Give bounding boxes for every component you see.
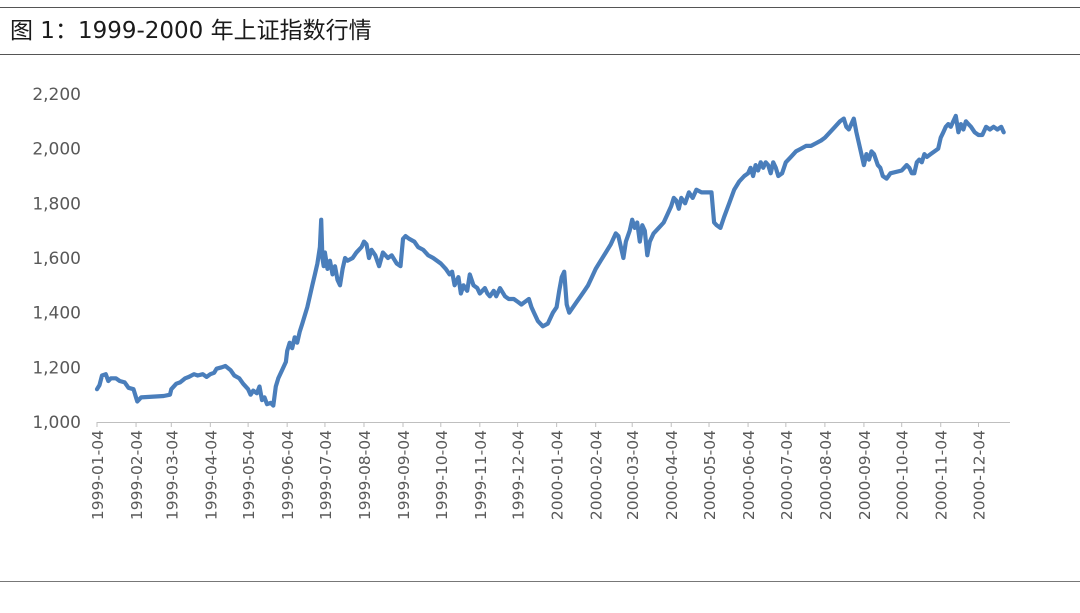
x-tick-label: 2000-03-04 (624, 430, 642, 520)
x-tick-label: 2000-07-04 (778, 430, 796, 520)
x-tick-label: 2000-12-04 (971, 430, 989, 520)
x-axis-ticks: 1999-01-04 1999-02-04 1999-03-04 1999-04-04… (89, 422, 989, 520)
x-tick-label: 2000-08-04 (817, 430, 835, 520)
x-tick-label: 2000-02-04 (588, 430, 606, 520)
x-tick-label: 2000-06-04 (740, 430, 758, 520)
x-tick-label: 1999-09-04 (395, 430, 413, 520)
series-layer (94, 113, 1006, 408)
top-rule (0, 7, 1080, 8)
y-tick-label: 2,000 (32, 140, 81, 160)
series-line (94, 113, 1006, 408)
y-axis-labels: 1,000 1,200 1,400 1,600 1,800 2,000 2,200 (32, 85, 81, 433)
y-tick-label: 1,800 (32, 194, 81, 214)
x-tick-label: 1999-07-04 (317, 430, 335, 520)
x-tick-label: 2000-01-04 (549, 430, 567, 520)
bottom-rule (0, 581, 1080, 582)
x-tick-label: 1999-04-04 (202, 430, 220, 520)
chart-title: 图 1：1999-2000 年上证指数行情 (10, 18, 372, 44)
x-tick-label: 1999-03-04 (163, 430, 181, 520)
y-tick-label: 1,200 (32, 358, 81, 378)
x-tick-label: 2000-10-04 (894, 430, 912, 520)
x-tick-label: 1999-01-04 (89, 430, 107, 520)
title-divider (0, 54, 1080, 55)
x-tick-label: 1999-05-04 (240, 430, 258, 520)
x-tick-label: 1999-12-04 (510, 430, 528, 520)
x-tick-label: 1999-08-04 (356, 430, 374, 520)
y-tick-label: 1,000 (32, 413, 81, 433)
y-tick-label: 1,600 (32, 249, 81, 269)
x-tick-label: 1999-10-04 (433, 430, 451, 520)
x-tick-label: 2000-09-04 (856, 430, 874, 520)
x-tick-label: 1999-11-04 (472, 430, 490, 520)
x-tick-label: 2000-11-04 (933, 430, 951, 520)
y-tick-label: 2,200 (32, 85, 81, 105)
x-tick-label: 1999-06-04 (279, 430, 297, 520)
x-tick-label: 2000-05-04 (701, 430, 719, 520)
y-tick-label: 1,400 (32, 304, 81, 324)
x-tick-label: 2000-04-04 (663, 430, 681, 520)
x-tick-label: 1999-02-04 (128, 430, 146, 520)
